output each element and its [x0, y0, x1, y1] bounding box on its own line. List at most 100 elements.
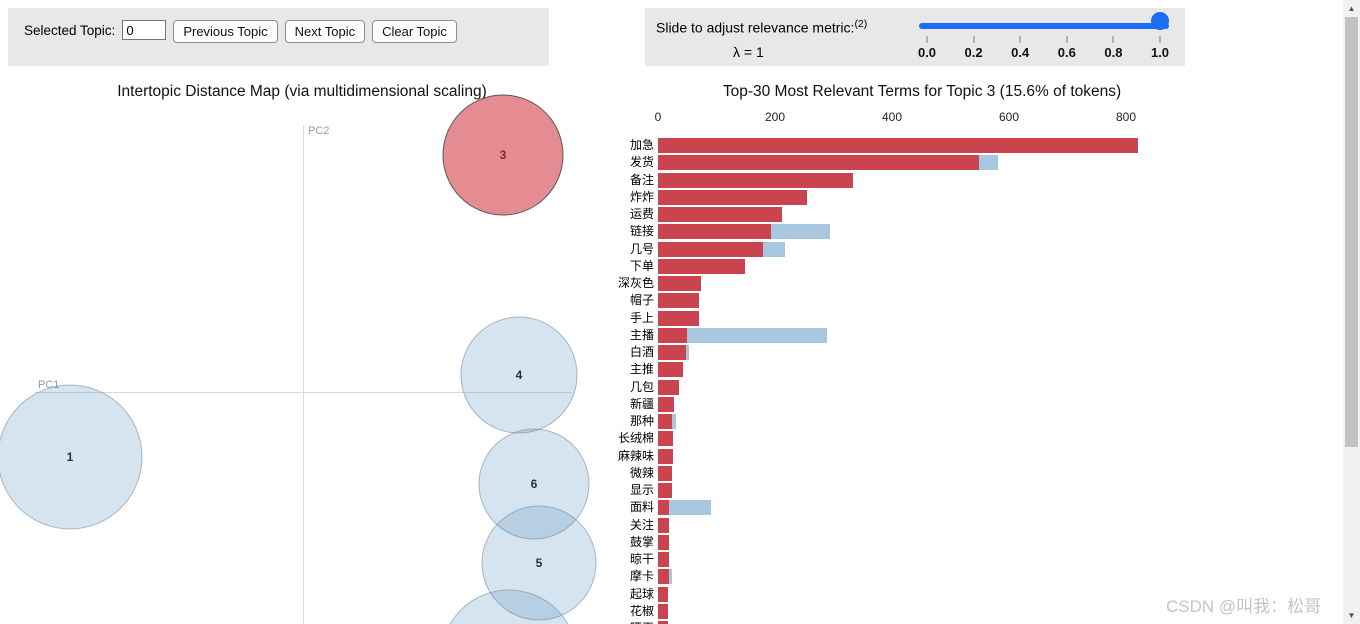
slider-tick-mark — [1065, 36, 1068, 43]
term-row[interactable]: 帽子 — [560, 292, 1200, 309]
term-row[interactable]: 晒干 — [560, 620, 1200, 624]
topic-frequency-bar[interactable] — [658, 552, 670, 567]
vertical-scrollbar[interactable]: ▲ ▼ — [1343, 0, 1360, 624]
term-row[interactable]: 运费 — [560, 206, 1200, 223]
topic-circle-4[interactable] — [460, 316, 578, 434]
term-label: 起球 — [629, 586, 654, 601]
topic-circle-6[interactable] — [478, 428, 590, 540]
term-label: 深灰色 — [617, 276, 654, 290]
topic-frequency-bar[interactable] — [658, 362, 684, 378]
term-bars — [658, 137, 1200, 154]
term-row[interactable]: 几包 — [560, 379, 1200, 396]
topic-frequency-bar[interactable] — [658, 155, 980, 171]
term-row[interactable]: 微辣 — [560, 465, 1200, 482]
term-bars — [658, 379, 1200, 396]
term-row[interactable]: 手上 — [560, 310, 1200, 327]
topic-frequency-bar[interactable] — [658, 621, 668, 624]
term-row[interactable]: 下单 — [560, 258, 1200, 275]
topic-frequency-bar[interactable] — [658, 172, 853, 188]
lambda-slider-knob[interactable] — [1151, 12, 1169, 30]
term-row[interactable]: 白酒 — [560, 344, 1200, 361]
term-row[interactable]: 摩卡 — [560, 568, 1200, 585]
term-chart-x-axis: 0 200 400 600 800 — [560, 110, 1200, 126]
topic-frequency-bar[interactable] — [658, 241, 764, 257]
term-row[interactable]: 新疆 — [560, 396, 1200, 413]
term-row[interactable]: 炸炸 — [560, 189, 1200, 206]
term-row[interactable]: 那种 — [560, 413, 1200, 430]
term-bars — [658, 517, 1200, 534]
overall-frequency-bar[interactable] — [658, 500, 712, 516]
previous-topic-button[interactable]: Previous Topic — [173, 20, 278, 43]
slider-tick-mark — [1112, 36, 1115, 43]
lambda-value-label: λ = 1 — [733, 44, 764, 60]
topic-frequency-bar[interactable] — [658, 414, 673, 429]
term-row[interactable]: 长绒棉 — [560, 430, 1200, 447]
topic-frequency-bar[interactable] — [658, 327, 688, 343]
topic-frequency-bar[interactable] — [658, 603, 668, 619]
topic-frequency-bar[interactable] — [658, 293, 699, 309]
topic-control-panel: Selected Topic: Previous Topic Next Topi… — [8, 8, 549, 66]
term-row[interactable]: 主推 — [560, 361, 1200, 378]
term-row[interactable]: 发货 — [560, 154, 1200, 171]
term-label: 麻辣味 — [617, 448, 654, 463]
term-row[interactable]: 链接 — [560, 223, 1200, 240]
term-row[interactable]: 备注 — [560, 172, 1200, 189]
topic-frequency-bar[interactable] — [658, 483, 673, 498]
topic-frequency-bar[interactable] — [658, 207, 783, 222]
topic-frequency-bar[interactable] — [658, 189, 808, 205]
slider-tick-mark — [1019, 36, 1022, 43]
term-row[interactable]: 花椒 — [560, 603, 1200, 620]
lambda-slider-track[interactable] — [919, 23, 1169, 29]
term-row[interactable]: 显示 — [560, 482, 1200, 499]
scrollbar-thumb[interactable] — [1345, 17, 1358, 447]
term-row[interactable]: 晾干 — [560, 551, 1200, 568]
next-topic-button[interactable]: Next Topic — [284, 20, 366, 43]
topic-circle-5[interactable] — [481, 505, 597, 621]
pc2-axis-label: PC2 — [308, 125, 329, 137]
selected-topic-input[interactable] — [122, 20, 167, 40]
topic-frequency-bar[interactable] — [658, 431, 674, 447]
topic-frequency-bar[interactable] — [658, 258, 746, 274]
slider-tick: 1.0 — [1151, 36, 1169, 60]
term-label: 花椒 — [629, 603, 654, 618]
scroll-down-icon[interactable]: ▼ — [1347, 611, 1356, 620]
term-row[interactable]: 主播 — [560, 327, 1200, 344]
slider-tick-mark — [1158, 36, 1161, 43]
topic-frequency-bar[interactable] — [658, 276, 701, 291]
topic-frequency-bar[interactable] — [658, 534, 670, 550]
topic-frequency-bar[interactable] — [658, 465, 673, 481]
topic-frequency-bar[interactable] — [658, 345, 687, 360]
topic-frequency-bar[interactable] — [658, 569, 670, 585]
term-label: 手上 — [629, 310, 654, 325]
slider-tick: 0.0 — [918, 36, 936, 60]
topic-frequency-bar[interactable] — [658, 517, 670, 533]
topic-frequency-bar[interactable] — [658, 224, 771, 240]
topic-circle-1[interactable] — [0, 384, 143, 530]
topic-frequency-bar[interactable] — [658, 379, 680, 395]
topic-circle-3[interactable] — [442, 94, 564, 216]
term-row[interactable]: 鼓掌 — [560, 534, 1200, 551]
term-label: 发货 — [629, 155, 654, 170]
term-row[interactable]: 面料 — [560, 499, 1200, 516]
slider-tick-label: 0.2 — [964, 45, 983, 60]
overall-frequency-bar[interactable] — [658, 327, 828, 343]
topic-frequency-bar[interactable] — [658, 310, 699, 326]
slider-tick-label: 0.4 — [1011, 45, 1030, 60]
topic-frequency-bar[interactable] — [658, 500, 670, 516]
topic-circle-offscreen[interactable] — [441, 589, 577, 624]
topic-frequency-bar[interactable] — [658, 448, 674, 464]
term-row[interactable]: 加急 — [560, 137, 1200, 154]
term-row[interactable]: 关注 — [560, 517, 1200, 534]
term-row[interactable]: 麻辣味 — [560, 448, 1200, 465]
term-row[interactable]: 起球 — [560, 586, 1200, 603]
clear-topic-button[interactable]: Clear Topic — [372, 20, 457, 43]
slider-tick: 0.8 — [1104, 36, 1122, 60]
x-axis-tick-label: 0 — [654, 110, 662, 124]
term-label: 面料 — [629, 500, 654, 515]
topic-frequency-bar[interactable] — [658, 396, 674, 412]
term-row[interactable]: 几号 — [560, 241, 1200, 258]
topic-frequency-bar[interactable] — [658, 138, 1138, 153]
topic-frequency-bar[interactable] — [658, 586, 668, 602]
scroll-up-icon[interactable]: ▲ — [1347, 4, 1356, 13]
term-row[interactable]: 深灰色 — [560, 275, 1200, 292]
